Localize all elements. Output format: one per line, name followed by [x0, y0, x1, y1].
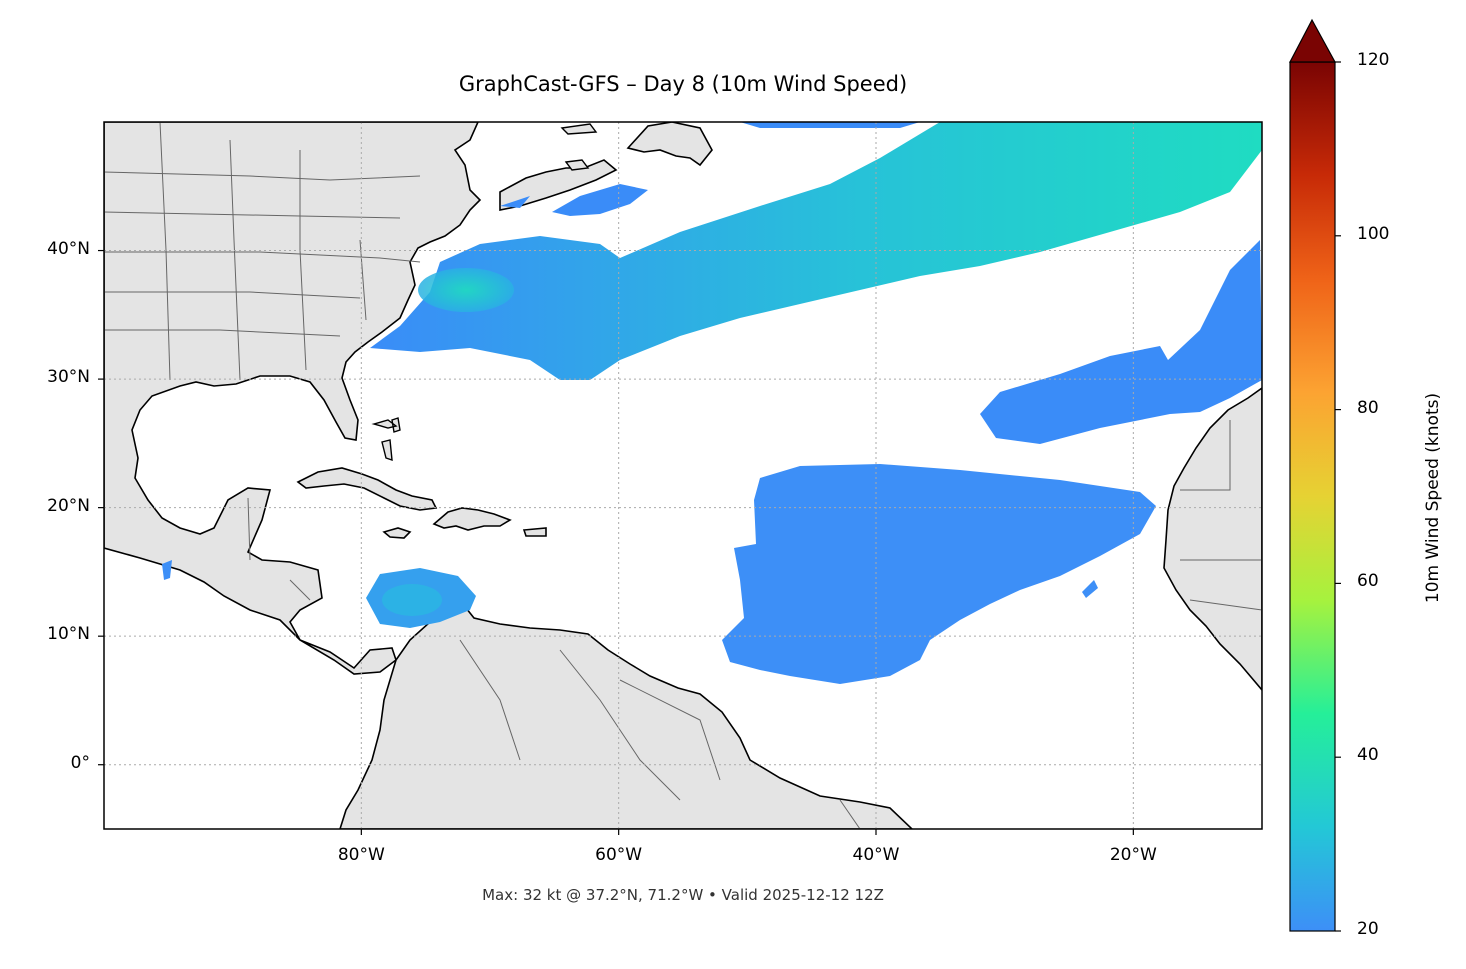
colorbar-tick-label: 120 [1357, 50, 1390, 70]
lat-tick-label: 10°N [47, 624, 90, 645]
lon-tick-label: 20°W [1109, 845, 1157, 865]
lon-tick-label: 60°W [595, 845, 643, 865]
map-frame [103, 121, 1263, 830]
jamaica-land [382, 527, 412, 539]
lat-tick-label: 30°N [47, 367, 90, 388]
hispaniola-land [432, 507, 512, 531]
colorbar-tick-label: 40 [1357, 745, 1379, 766]
africa-land [1163, 387, 1262, 692]
footer-caption: Max: 32 kt @ 37.2°N, 71.2°W • Valid 2025… [482, 886, 884, 904]
map-panel [104, 122, 1262, 829]
wind-patch-trade-winds [722, 464, 1156, 684]
axis-tick-marks [98, 249, 1134, 835]
newfoundland-land [626, 122, 713, 167]
chart-title: GraphCast-GFS – Day 8 (10m Wind Speed) [458, 72, 908, 96]
wind-patch-east-atlantic [980, 240, 1262, 444]
gulf-islands-land [560, 123, 598, 171]
colorbar-tick-label: 20 [1357, 919, 1379, 939]
wind-patch-canada [500, 122, 920, 216]
colorbar-gradient [1289, 61, 1336, 932]
bahamas-land [371, 417, 401, 462]
colorbar-label: 10m Wind Speed (knots) [1423, 392, 1443, 604]
wind-patch-small-east [1082, 580, 1098, 598]
lon-tick-label: 80°W [337, 845, 385, 865]
colorbar-tick-marks [1335, 61, 1341, 932]
colorbar-tick-label: 80 [1357, 397, 1379, 418]
gridlines [104, 122, 1262, 829]
wind-patch-pacific [162, 560, 172, 580]
lon-tick-label: 40°W [852, 845, 900, 865]
puerto-rico-land [522, 527, 547, 537]
colorbar-tick-label: 60 [1357, 571, 1379, 592]
political-borders [104, 122, 1262, 829]
wind-max-core [418, 268, 514, 312]
colorbar-extend-max-triangle [1289, 18, 1337, 63]
south-america-land [339, 607, 914, 829]
lat-tick-label: 0° [70, 752, 90, 773]
lat-tick-label: 20°N [47, 495, 90, 516]
wind-core-caribbean [382, 584, 442, 616]
colorbar [1289, 18, 1341, 932]
lat-tick-label: 40°N [47, 238, 90, 259]
colorbar-tick-label: 100 [1357, 223, 1390, 244]
